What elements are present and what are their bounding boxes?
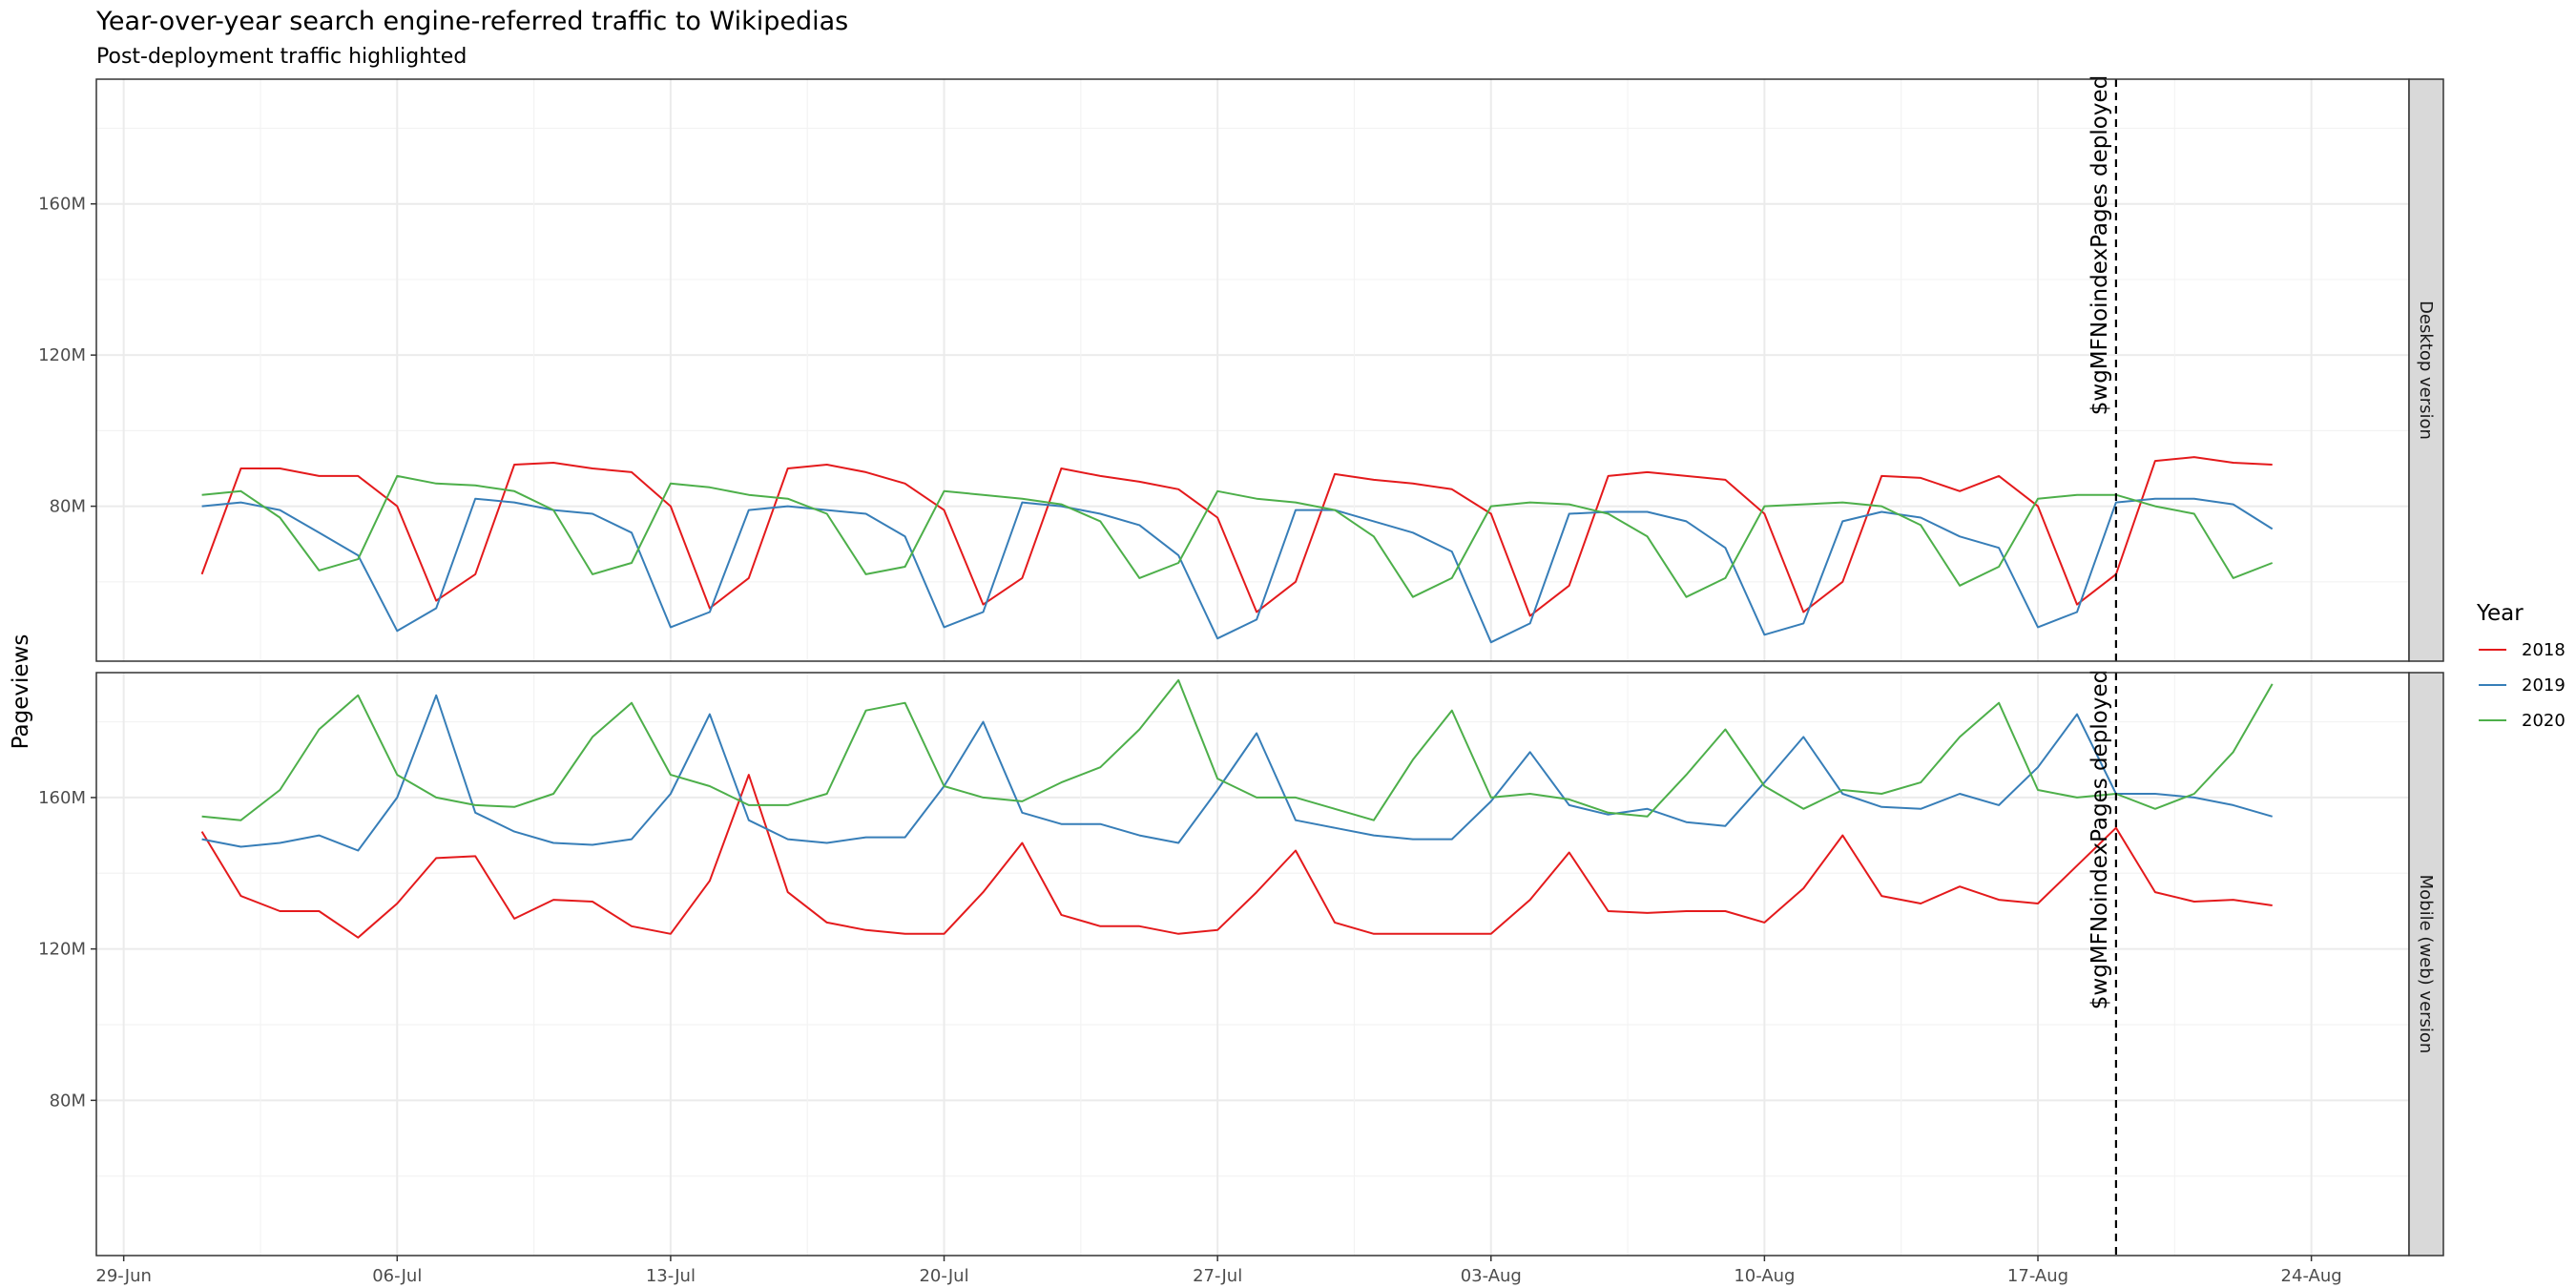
- x-tick-label: 13-Jul: [646, 1266, 696, 1286]
- series-line-2018: [200, 774, 2273, 939]
- chart-title: Year-over-year search engine-referred tr…: [95, 7, 848, 36]
- y-tick-label: 160M: [38, 195, 86, 215]
- series-line-2019: [201, 694, 2273, 852]
- x-tick-label: 24-Aug: [2281, 1266, 2342, 1286]
- minor-gridlines: [96, 720, 2409, 1177]
- deployment-annotation: $wgMFNoindexPages deployed: [2088, 670, 2112, 1009]
- facet-strip: [2408, 78, 2444, 662]
- series-line-2019: [201, 497, 2274, 644]
- chart-subtitle: Post-deployment traffic highlighted: [96, 45, 467, 69]
- legend-entry-2020: 2020: [2479, 711, 2566, 731]
- series-line-2020: [201, 474, 2274, 598]
- x-tick-label: 17-Aug: [2007, 1266, 2068, 1286]
- facet-strip: [2408, 672, 2444, 1257]
- legend-title: Year: [2476, 601, 2524, 626]
- x-tick-label: 06-Jul: [372, 1266, 422, 1286]
- legend-label: 2019: [2522, 675, 2566, 696]
- legend-label: 2018: [2522, 640, 2566, 660]
- deployment-annotation: $wgMFNoindexPages deployed: [2088, 75, 2112, 415]
- y-tick-label: 80M: [50, 497, 86, 517]
- legend-entry-2019: 2019: [2479, 675, 2566, 696]
- x-tick-label: 03-Aug: [1461, 1266, 1522, 1286]
- x-axis: 29-Jun 06-Jul 13-Jul 20-Jul 27-Jul 03-Aug 10-A…: [95, 1256, 2342, 1286]
- minor-gridlines: [96, 127, 2409, 583]
- facet-strip-label: Desktop version: [2416, 301, 2436, 440]
- x-tick-label: 27-Jul: [1193, 1266, 1242, 1286]
- facet-panels: 80M 120M 160M $wgMFNoindexPages deployed Des…: [38, 75, 2444, 1257]
- y-tick-label: 120M: [38, 345, 86, 365]
- facet-panel: 80M 120M 160M $wgMFNoindexPages deployed Mob…: [38, 670, 2444, 1257]
- x-tick-label: 29-Jun: [95, 1266, 152, 1286]
- x-tick-label: 10-Aug: [1734, 1266, 1795, 1286]
- panel-border: [95, 78, 2410, 662]
- facet-panel: 80M 120M 160M $wgMFNoindexPages deployed Des…: [38, 75, 2444, 662]
- series-line-2018: [200, 456, 2273, 617]
- y-tick-label: 160M: [38, 788, 86, 808]
- legend-entry-2018: 2018: [2479, 640, 2566, 660]
- series-line-2020: [201, 678, 2274, 821]
- y-tick-label: 120M: [38, 940, 86, 960]
- x-tick-label: 20-Jul: [919, 1266, 968, 1286]
- facet-strip-label: Mobile (web) version: [2416, 875, 2436, 1054]
- y-tick-label: 80M: [50, 1091, 86, 1111]
- y-axis-title: Pageviews: [9, 634, 33, 750]
- panel-border: [95, 672, 2410, 1257]
- legend: Year 2018 2019 2020: [2476, 601, 2566, 731]
- legend-label: 2020: [2522, 711, 2566, 731]
